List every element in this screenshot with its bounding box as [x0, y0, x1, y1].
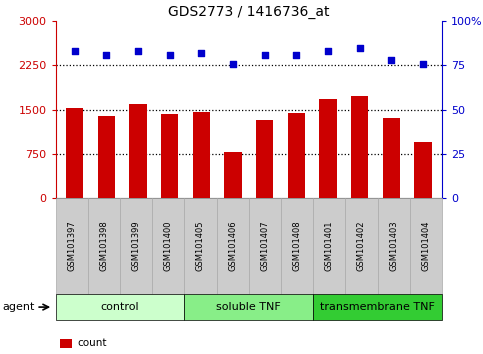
Text: GSM101406: GSM101406 — [228, 221, 237, 272]
Bar — [383, 118, 400, 198]
Text: control: control — [100, 302, 139, 312]
Bar — [319, 99, 337, 198]
Bar — [351, 96, 369, 198]
Text: GSM101401: GSM101401 — [325, 221, 334, 271]
Text: GSM101405: GSM101405 — [196, 221, 205, 271]
Text: GSM101404: GSM101404 — [421, 221, 430, 271]
Point — [166, 52, 173, 58]
Text: agent: agent — [2, 302, 35, 312]
Bar — [224, 152, 242, 198]
Title: GDS2773 / 1416736_at: GDS2773 / 1416736_at — [168, 5, 329, 19]
Text: GSM101403: GSM101403 — [389, 221, 398, 272]
Bar — [256, 120, 273, 198]
Text: transmembrane TNF: transmembrane TNF — [320, 302, 435, 312]
Point — [324, 48, 332, 54]
Point — [134, 48, 142, 54]
Point — [356, 45, 364, 51]
Point — [71, 48, 78, 54]
Point — [292, 52, 300, 58]
Text: GSM101399: GSM101399 — [131, 221, 141, 272]
Text: count: count — [77, 338, 107, 348]
Bar — [129, 104, 147, 198]
Text: GSM101408: GSM101408 — [293, 221, 301, 272]
Text: GSM101400: GSM101400 — [164, 221, 173, 271]
Text: GSM101402: GSM101402 — [357, 221, 366, 271]
Point — [261, 52, 269, 58]
Point — [387, 57, 395, 63]
Point — [229, 61, 237, 67]
Bar — [287, 113, 305, 198]
Text: soluble TNF: soluble TNF — [216, 302, 281, 312]
Bar — [98, 116, 115, 198]
Text: GSM101398: GSM101398 — [99, 221, 108, 272]
Bar — [193, 112, 210, 198]
Text: GSM101407: GSM101407 — [260, 221, 270, 272]
Point — [419, 61, 427, 67]
Point — [102, 52, 110, 58]
Text: GSM101397: GSM101397 — [67, 221, 76, 272]
Bar — [414, 142, 432, 198]
Point — [198, 50, 205, 56]
Bar — [161, 114, 178, 198]
Bar — [66, 108, 83, 198]
